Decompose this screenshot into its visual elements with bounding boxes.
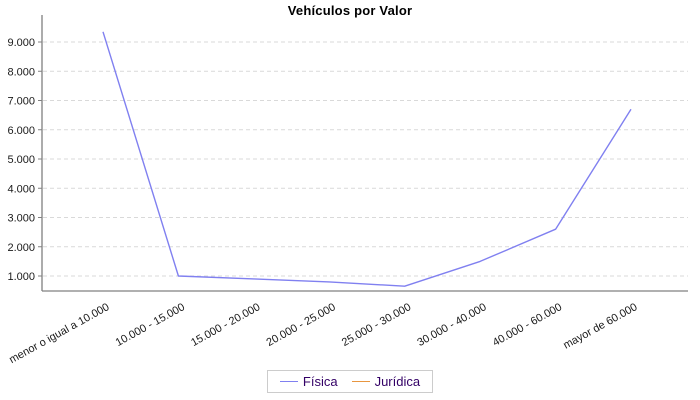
legend-label-fisica: Física bbox=[302, 374, 338, 389]
x-axis-label: 15.000 - 20.000 bbox=[189, 301, 262, 349]
legend-label-juridica: Jurídica bbox=[374, 374, 421, 389]
chart-title: Vehículos por Valor bbox=[287, 3, 413, 18]
legend: Física Jurídica bbox=[0, 370, 700, 393]
y-tick-label: 4.000 bbox=[7, 183, 35, 195]
legend-item-juridica: Jurídica bbox=[351, 374, 421, 389]
y-tick-label: 1.000 bbox=[7, 271, 35, 283]
fisica-line-marker bbox=[279, 381, 298, 382]
juridica-line-marker bbox=[351, 381, 370, 382]
legend-item-fisica: Física bbox=[279, 374, 338, 389]
x-axis-label: 30.000 - 40.000 bbox=[415, 301, 488, 349]
x-axis-label: 10.000 - 15.000 bbox=[114, 301, 187, 349]
x-axis-label: 20.000 - 25.000 bbox=[265, 301, 338, 349]
y-tick-label: 3.000 bbox=[7, 213, 35, 225]
y-tick-label: 9.000 bbox=[7, 37, 35, 49]
y-tick-label: 6.000 bbox=[7, 125, 35, 137]
x-axis-label: 25.000 - 30.000 bbox=[340, 301, 413, 349]
y-tick-label: 5.000 bbox=[7, 154, 35, 166]
x-axis-label: 40.000 - 60.000 bbox=[491, 301, 564, 349]
x-axis-label: mayor de 60.000 bbox=[561, 301, 639, 352]
y-tick-label: 2.000 bbox=[7, 242, 35, 254]
series-line-física bbox=[102, 31, 632, 287]
x-axis-label: menor o igual a 10.000 bbox=[7, 301, 111, 366]
y-tick-label: 8.000 bbox=[7, 66, 35, 78]
legend-box: Física Jurídica bbox=[266, 370, 434, 393]
y-tick-label: 7.000 bbox=[7, 96, 35, 108]
